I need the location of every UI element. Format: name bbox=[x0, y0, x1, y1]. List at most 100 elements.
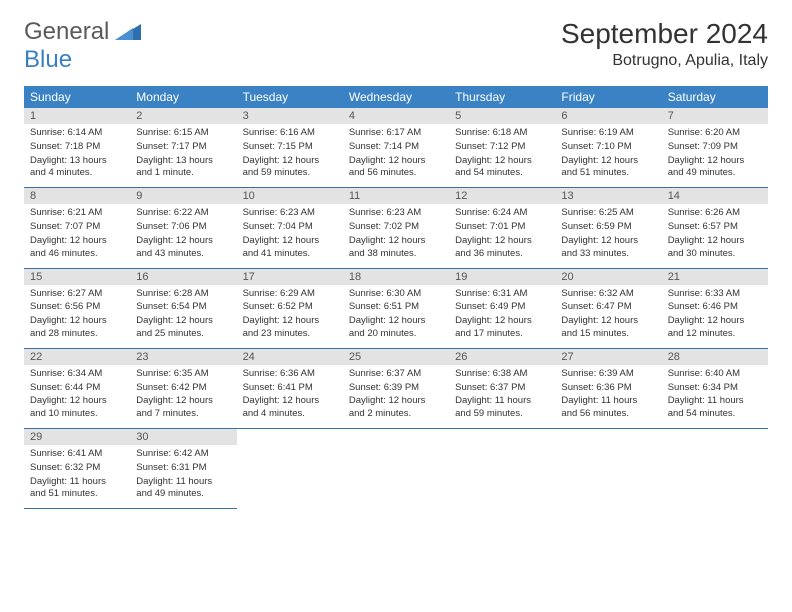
calendar-cell: 18Sunrise: 6:30 AMSunset: 6:51 PMDayligh… bbox=[343, 268, 449, 348]
sunrise-text: Sunrise: 6:29 AM bbox=[243, 288, 337, 301]
sunrise-text: Sunrise: 6:41 AM bbox=[30, 448, 124, 461]
sunset-text: Sunset: 6:47 PM bbox=[561, 301, 655, 314]
sunset-text: Sunset: 6:56 PM bbox=[30, 301, 124, 314]
sunrise-text: Sunrise: 6:34 AM bbox=[30, 368, 124, 381]
day-info: Sunrise: 6:22 AMSunset: 7:06 PMDaylight:… bbox=[130, 204, 236, 267]
day-number: 14 bbox=[662, 188, 768, 204]
day-info: Sunrise: 6:37 AMSunset: 6:39 PMDaylight:… bbox=[343, 365, 449, 428]
sunset-text: Sunset: 6:39 PM bbox=[349, 382, 443, 395]
weekday-header: Tuesday bbox=[237, 86, 343, 108]
title-block: September 2024 Botrugno, Apulia, Italy bbox=[561, 18, 768, 70]
header: General September 2024 Botrugno, Apulia,… bbox=[0, 0, 792, 78]
calendar-cell: 28Sunrise: 6:40 AMSunset: 6:34 PMDayligh… bbox=[662, 348, 768, 428]
day-info: Sunrise: 6:39 AMSunset: 6:36 PMDaylight:… bbox=[555, 365, 661, 428]
day-number: 18 bbox=[343, 269, 449, 285]
calendar-cell: 10Sunrise: 6:23 AMSunset: 7:04 PMDayligh… bbox=[237, 188, 343, 268]
calendar-cell: 13Sunrise: 6:25 AMSunset: 6:59 PMDayligh… bbox=[555, 188, 661, 268]
sunrise-text: Sunrise: 6:39 AM bbox=[561, 368, 655, 381]
sunset-text: Sunset: 7:07 PM bbox=[30, 221, 124, 234]
day-number: 7 bbox=[662, 108, 768, 124]
daylight-text: Daylight: 12 hours and 56 minutes. bbox=[349, 155, 443, 181]
sunset-text: Sunset: 7:04 PM bbox=[243, 221, 337, 234]
sunrise-text: Sunrise: 6:26 AM bbox=[668, 207, 762, 220]
day-info: Sunrise: 6:25 AMSunset: 6:59 PMDaylight:… bbox=[555, 204, 661, 267]
sunset-text: Sunset: 6:51 PM bbox=[349, 301, 443, 314]
sunset-text: Sunset: 6:31 PM bbox=[136, 462, 230, 475]
sunset-text: Sunset: 7:14 PM bbox=[349, 141, 443, 154]
day-info: Sunrise: 6:27 AMSunset: 6:56 PMDaylight:… bbox=[24, 285, 130, 348]
calendar-cell: 17Sunrise: 6:29 AMSunset: 6:52 PMDayligh… bbox=[237, 268, 343, 348]
day-info: Sunrise: 6:36 AMSunset: 6:41 PMDaylight:… bbox=[237, 365, 343, 428]
daylight-text: Daylight: 12 hours and 43 minutes. bbox=[136, 235, 230, 261]
sunrise-text: Sunrise: 6:21 AM bbox=[30, 207, 124, 220]
daylight-text: Daylight: 12 hours and 4 minutes. bbox=[243, 395, 337, 421]
daylight-text: Daylight: 11 hours and 56 minutes. bbox=[561, 395, 655, 421]
day-info: Sunrise: 6:40 AMSunset: 6:34 PMDaylight:… bbox=[662, 365, 768, 428]
sunrise-text: Sunrise: 6:14 AM bbox=[30, 127, 124, 140]
triangle-icon bbox=[115, 20, 141, 45]
day-info: Sunrise: 6:23 AMSunset: 7:02 PMDaylight:… bbox=[343, 204, 449, 267]
sunrise-text: Sunrise: 6:18 AM bbox=[455, 127, 549, 140]
sunrise-text: Sunrise: 6:30 AM bbox=[349, 288, 443, 301]
calendar-body: 1Sunrise: 6:14 AMSunset: 7:18 PMDaylight… bbox=[24, 108, 768, 509]
sunrise-text: Sunrise: 6:38 AM bbox=[455, 368, 549, 381]
weekday-header: Wednesday bbox=[343, 86, 449, 108]
day-info: Sunrise: 6:24 AMSunset: 7:01 PMDaylight:… bbox=[449, 204, 555, 267]
daylight-text: Daylight: 12 hours and 30 minutes. bbox=[668, 235, 762, 261]
calendar-cell: 15Sunrise: 6:27 AMSunset: 6:56 PMDayligh… bbox=[24, 268, 130, 348]
calendar-cell: 8Sunrise: 6:21 AMSunset: 7:07 PMDaylight… bbox=[24, 188, 130, 268]
calendar-cell: 30Sunrise: 6:42 AMSunset: 6:31 PMDayligh… bbox=[130, 429, 236, 509]
sunrise-text: Sunrise: 6:16 AM bbox=[243, 127, 337, 140]
weekday-header: Thursday bbox=[449, 86, 555, 108]
day-info: Sunrise: 6:41 AMSunset: 6:32 PMDaylight:… bbox=[24, 445, 130, 508]
sunset-text: Sunset: 6:37 PM bbox=[455, 382, 549, 395]
calendar-cell: 21Sunrise: 6:33 AMSunset: 6:46 PMDayligh… bbox=[662, 268, 768, 348]
sunset-text: Sunset: 6:42 PM bbox=[136, 382, 230, 395]
day-number: 29 bbox=[24, 429, 130, 445]
sunrise-text: Sunrise: 6:23 AM bbox=[243, 207, 337, 220]
daylight-text: Daylight: 12 hours and 33 minutes. bbox=[561, 235, 655, 261]
daylight-text: Daylight: 12 hours and 46 minutes. bbox=[30, 235, 124, 261]
sunset-text: Sunset: 7:18 PM bbox=[30, 141, 124, 154]
calendar-table: SundayMondayTuesdayWednesdayThursdayFrid… bbox=[24, 86, 768, 509]
day-info: Sunrise: 6:21 AMSunset: 7:07 PMDaylight:… bbox=[24, 204, 130, 267]
sunrise-text: Sunrise: 6:33 AM bbox=[668, 288, 762, 301]
day-number: 26 bbox=[449, 349, 555, 365]
sunset-text: Sunset: 7:01 PM bbox=[455, 221, 549, 234]
sunset-text: Sunset: 6:41 PM bbox=[243, 382, 337, 395]
daylight-text: Daylight: 12 hours and 28 minutes. bbox=[30, 315, 124, 341]
day-number: 13 bbox=[555, 188, 661, 204]
sunset-text: Sunset: 6:46 PM bbox=[668, 301, 762, 314]
day-info: Sunrise: 6:18 AMSunset: 7:12 PMDaylight:… bbox=[449, 124, 555, 187]
sunset-text: Sunset: 6:54 PM bbox=[136, 301, 230, 314]
day-info: Sunrise: 6:26 AMSunset: 6:57 PMDaylight:… bbox=[662, 204, 768, 267]
day-number: 8 bbox=[24, 188, 130, 204]
weekday-header: Friday bbox=[555, 86, 661, 108]
sunset-text: Sunset: 6:57 PM bbox=[668, 221, 762, 234]
day-info: Sunrise: 6:33 AMSunset: 6:46 PMDaylight:… bbox=[662, 285, 768, 348]
calendar-cell: 11Sunrise: 6:23 AMSunset: 7:02 PMDayligh… bbox=[343, 188, 449, 268]
sunset-text: Sunset: 7:15 PM bbox=[243, 141, 337, 154]
weekday-header-row: SundayMondayTuesdayWednesdayThursdayFrid… bbox=[24, 86, 768, 108]
daylight-text: Daylight: 12 hours and 54 minutes. bbox=[455, 155, 549, 181]
calendar-cell: 22Sunrise: 6:34 AMSunset: 6:44 PMDayligh… bbox=[24, 348, 130, 428]
sunset-text: Sunset: 6:59 PM bbox=[561, 221, 655, 234]
sunrise-text: Sunrise: 6:19 AM bbox=[561, 127, 655, 140]
day-info: Sunrise: 6:35 AMSunset: 6:42 PMDaylight:… bbox=[130, 365, 236, 428]
calendar-cell: 19Sunrise: 6:31 AMSunset: 6:49 PMDayligh… bbox=[449, 268, 555, 348]
day-number: 28 bbox=[662, 349, 768, 365]
calendar-cell: 9Sunrise: 6:22 AMSunset: 7:06 PMDaylight… bbox=[130, 188, 236, 268]
sunset-text: Sunset: 7:06 PM bbox=[136, 221, 230, 234]
calendar-cell: 25Sunrise: 6:37 AMSunset: 6:39 PMDayligh… bbox=[343, 348, 449, 428]
calendar-cell: 4Sunrise: 6:17 AMSunset: 7:14 PMDaylight… bbox=[343, 108, 449, 188]
day-number: 25 bbox=[343, 349, 449, 365]
daylight-text: Daylight: 12 hours and 49 minutes. bbox=[668, 155, 762, 181]
sunrise-text: Sunrise: 6:23 AM bbox=[349, 207, 443, 220]
sunrise-text: Sunrise: 6:22 AM bbox=[136, 207, 230, 220]
calendar-cell bbox=[237, 429, 343, 509]
calendar-cell: 16Sunrise: 6:28 AMSunset: 6:54 PMDayligh… bbox=[130, 268, 236, 348]
day-info: Sunrise: 6:14 AMSunset: 7:18 PMDaylight:… bbox=[24, 124, 130, 187]
daylight-text: Daylight: 12 hours and 12 minutes. bbox=[668, 315, 762, 341]
sunrise-text: Sunrise: 6:15 AM bbox=[136, 127, 230, 140]
sunrise-text: Sunrise: 6:28 AM bbox=[136, 288, 230, 301]
